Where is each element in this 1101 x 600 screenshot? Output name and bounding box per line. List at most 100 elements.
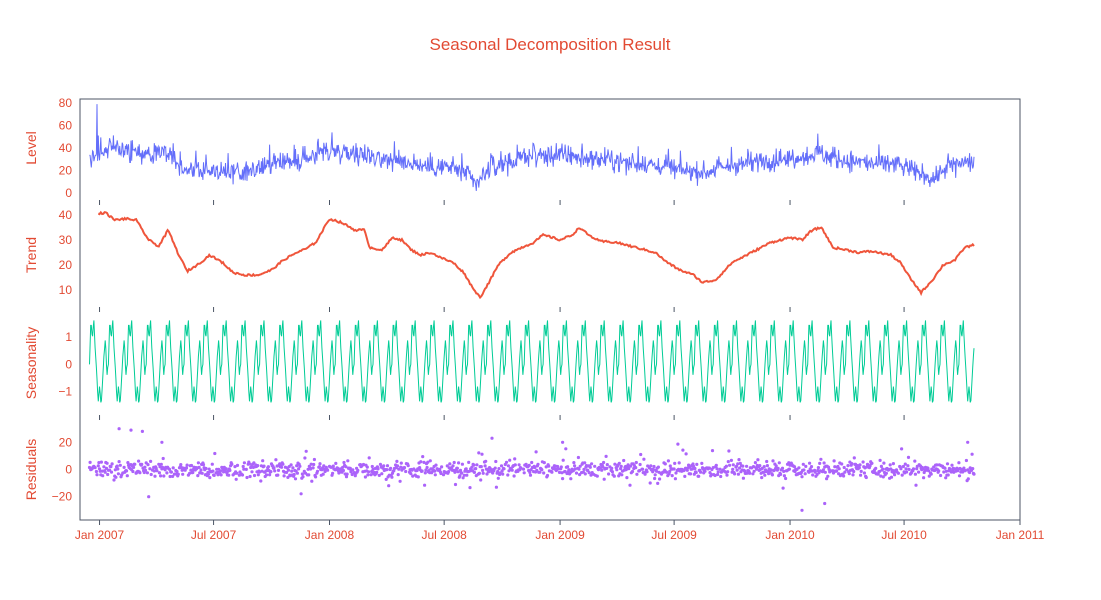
x-tick-label: Jan 2011 [996,528,1045,542]
residual-point [502,467,506,471]
residual-point [94,469,98,474]
residual-point [118,463,122,467]
residual-point [840,462,844,466]
residual-point [336,466,340,470]
residual-point [668,464,672,468]
residual-point [635,472,639,476]
residual-point [651,470,655,474]
residual-point [447,470,451,474]
residual-point [260,469,264,473]
residual-point [677,461,681,465]
residual-point [396,473,400,477]
residuals-ytick-label: 20 [59,435,73,449]
residual-point [847,472,851,476]
residual-point [690,467,695,471]
residual-point [879,464,884,468]
residual-point [390,475,394,479]
residual-point [318,462,322,466]
residual-point [619,464,623,468]
residual-point [420,469,424,473]
residual-point [946,473,950,477]
residual-point [782,469,786,473]
residual-point [291,466,295,470]
residual-point [197,465,201,469]
residual-point [622,458,626,463]
residual-point [556,467,560,471]
residual-point [384,477,388,481]
residual-point [286,475,290,479]
residual-point [801,462,805,466]
level-ytick-label: 40 [59,141,73,155]
residual-point [472,463,476,467]
residual-point [160,440,164,444]
residual-point [460,462,464,466]
residual-point [718,467,722,471]
residual-point [595,474,599,478]
residual-point [508,458,512,462]
residual-point [583,461,587,465]
residual-point [884,471,889,475]
residual-point [199,468,203,472]
residual-point [700,461,704,465]
residual-point [148,467,152,471]
residual-point [492,469,496,473]
residual-point [845,468,849,472]
residual-point [534,450,538,454]
residuals-axis-title: Residuals [23,439,39,500]
residual-point [252,473,257,478]
residual-point [612,474,616,478]
x-tick-label: Jan 2010 [765,528,815,542]
residual-point [307,473,311,477]
residual-point [737,458,741,462]
residual-point [117,427,121,431]
residual-point [96,464,100,468]
residual-point [971,467,975,471]
residual-point [676,442,680,446]
seasonality-ytick-label: −1 [58,385,72,399]
residual-point [140,462,144,466]
residual-point [309,467,313,471]
residual-point [292,472,296,477]
residual-point [448,462,452,466]
residual-point [125,469,129,473]
residual-point [185,463,189,467]
residual-point [506,464,510,468]
residual-point [262,464,266,468]
residuals-ytick-label: 0 [65,463,72,477]
residual-point [125,474,129,478]
residual-point [264,473,269,477]
residual-point [179,463,183,467]
residual-point [252,461,256,465]
residual-point [927,469,931,473]
residual-point [842,465,846,470]
residual-point [103,470,107,474]
residual-point [729,458,734,462]
residual-point [903,462,907,466]
residual-point [389,466,393,470]
residual-point [256,464,260,468]
residual-point [893,473,897,477]
residual-point [464,467,468,471]
level-panel: 0 20 40 60 80 Level [23,96,1021,205]
residual-point [301,475,305,479]
residual-point [462,473,466,477]
residual-point [95,473,99,477]
residual-point [765,464,770,468]
residual-point [550,470,554,474]
residual-point [784,476,788,481]
residual-point [663,462,667,466]
residual-point [426,460,430,464]
residual-point [907,467,911,471]
residual-point [545,473,550,478]
residual-point [165,471,169,475]
residual-point [303,456,307,460]
residual-point [780,466,785,470]
residual-point [649,464,653,468]
residual-point [143,465,147,469]
residual-point [109,465,113,469]
residual-point [453,482,458,487]
residual-point [304,449,308,453]
residual-point [433,469,437,473]
residual-point [361,462,366,467]
residual-point [652,464,656,469]
